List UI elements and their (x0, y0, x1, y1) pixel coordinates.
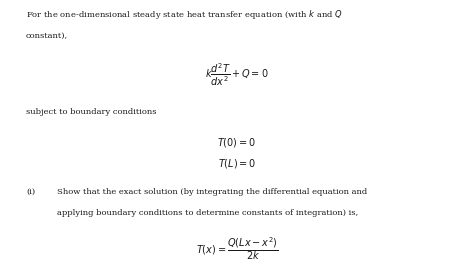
Text: $T(L) = 0$: $T(L) = 0$ (218, 157, 256, 170)
Text: (i): (i) (26, 188, 35, 196)
Text: Show that the exact solution (by integrating the differential equation and: Show that the exact solution (by integra… (57, 188, 367, 196)
Text: For the one-dimensional steady state heat transfer equation (with $k$ and $Q$: For the one-dimensional steady state hea… (26, 8, 343, 21)
Text: applying boundary conditions to determine constants of integration) is,: applying boundary conditions to determin… (57, 209, 358, 217)
Text: $k\dfrac{d^2T}{dx^2} + Q = 0$: $k\dfrac{d^2T}{dx^2} + Q = 0$ (205, 61, 269, 88)
Text: $T(0) = 0$: $T(0) = 0$ (218, 136, 256, 149)
Text: $T(x) = \dfrac{Q(Lx - x^2)}{2k}$: $T(x) = \dfrac{Q(Lx - x^2)}{2k}$ (196, 235, 278, 262)
Text: constant),: constant), (26, 32, 68, 40)
Text: subject to boundary conditions: subject to boundary conditions (26, 108, 156, 116)
